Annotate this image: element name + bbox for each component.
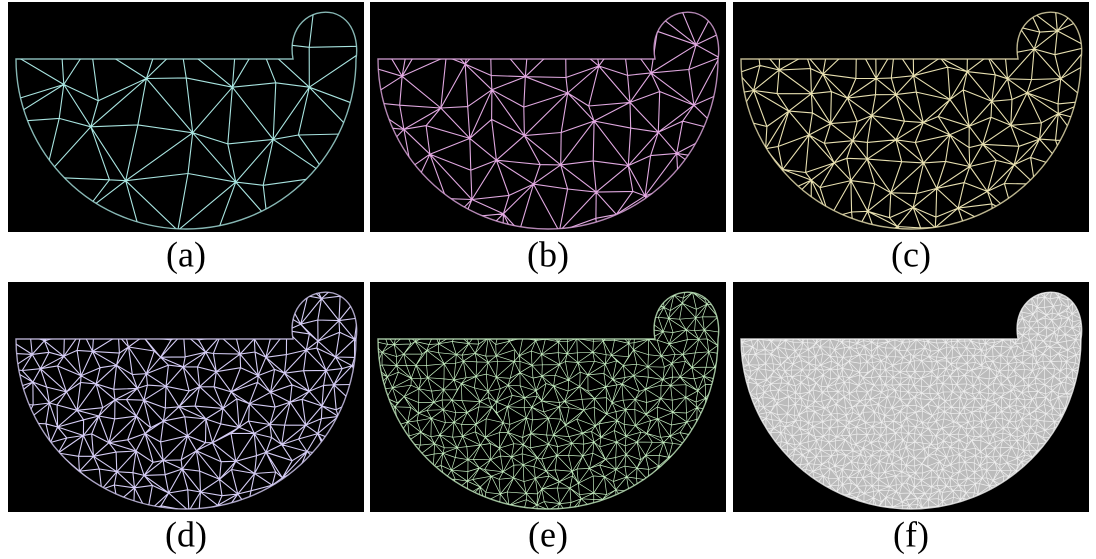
panel-label: (b) — [527, 234, 569, 274]
panel-label: (c) — [891, 234, 931, 274]
panel-background — [8, 282, 364, 512]
panel-background — [733, 2, 1089, 232]
panel — [730, 0, 1089, 259]
panel — [370, 280, 733, 529]
panel-label: (e) — [528, 514, 568, 554]
panel-label: (d) — [165, 514, 207, 554]
panel — [363, 2, 759, 261]
panel-label: (a) — [166, 234, 206, 274]
panel-label: (f) — [893, 514, 929, 554]
panel — [733, 282, 1091, 520]
figure: (a) (b) (c) (d) (e) (f) — [0, 0, 1096, 559]
panel — [6, 280, 376, 530]
